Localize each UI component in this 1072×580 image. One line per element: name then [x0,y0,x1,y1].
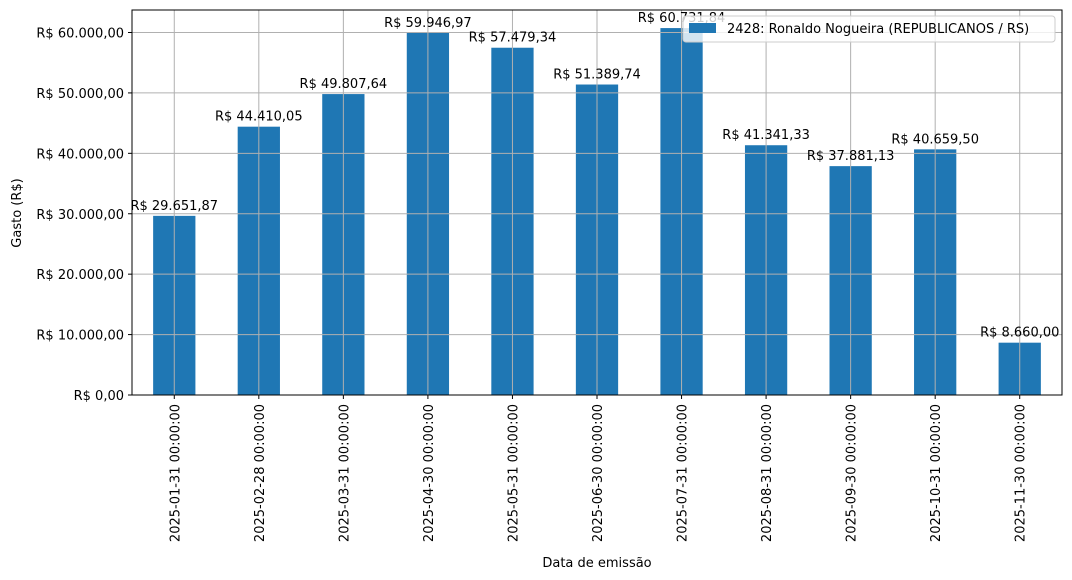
bar-value-label: R$ 44.410,05 [215,110,303,125]
y-tick-label: R$ 10.000,00 [36,329,124,344]
x-axis-label: Data de emissão [542,556,651,571]
x-tick-label: 2025-09-30 00:00:00 [845,404,860,542]
bar-value-label: R$ 51.389,74 [553,68,641,83]
x-axis-ticks: 2025-01-31 00:00:00 2025-02-28 00:00:00 20… [168,395,1029,542]
bar-value-label: R$ 8.660,00 [980,326,1059,341]
legend-label: 2428: Ronaldo Nogueira (REPUBLICANOS / R… [727,22,1029,37]
x-tick-label: 2025-02-28 00:00:00 [253,404,268,542]
legend-swatch [689,23,716,33]
x-tick-label: 2025-06-30 00:00:00 [591,404,606,542]
x-tick-label: 2025-11-30 00:00:00 [1014,404,1029,542]
bar-value-labels: R$ 29.651,87 R$ 44.410,05 R$ 49.807,64 R$ 5… [130,11,1059,341]
y-tick-label: R$ 40.000,00 [36,147,124,162]
x-tick-label: 2025-01-31 00:00:00 [168,404,183,542]
bar-value-label: R$ 41.341,33 [722,128,810,143]
bar-value-label: R$ 59.946,97 [384,16,472,31]
x-tick-label: 2025-03-31 00:00:00 [337,404,352,542]
y-tick-label: R$ 60.000,00 [36,27,124,42]
x-tick-label: 2025-08-31 00:00:00 [760,404,775,542]
x-tick-label: 2025-04-30 00:00:00 [422,404,437,542]
y-tick-label: R$ 30.000,00 [36,208,124,223]
x-tick-label: 2025-10-31 00:00:00 [929,404,944,542]
legend: 2428: Ronaldo Nogueira (REPUBLICANOS / R… [682,15,1056,43]
bar-value-label: R$ 29.651,87 [130,199,218,214]
x-tick-label: 2025-07-31 00:00:00 [676,404,691,542]
bar-value-label: R$ 57.479,34 [469,31,557,46]
y-axis-label: Gasto (R$) [10,178,25,247]
bar-value-label: R$ 40.659,50 [891,132,979,147]
y-tick-label: R$ 20.000,00 [36,268,124,283]
y-tick-label: R$ 0,00 [74,389,124,404]
legend-box [682,15,1056,43]
bar-value-label: R$ 49.807,64 [300,77,388,92]
x-tick-label: 2025-05-31 00:00:00 [506,404,521,542]
bar-value-label: R$ 37.881,13 [807,149,895,164]
y-tick-label: R$ 50.000,00 [36,87,124,102]
y-axis-ticks: R$ 0,00 R$ 10.000,00 R$ 20.000,00 R$ 30.000… [36,27,132,404]
